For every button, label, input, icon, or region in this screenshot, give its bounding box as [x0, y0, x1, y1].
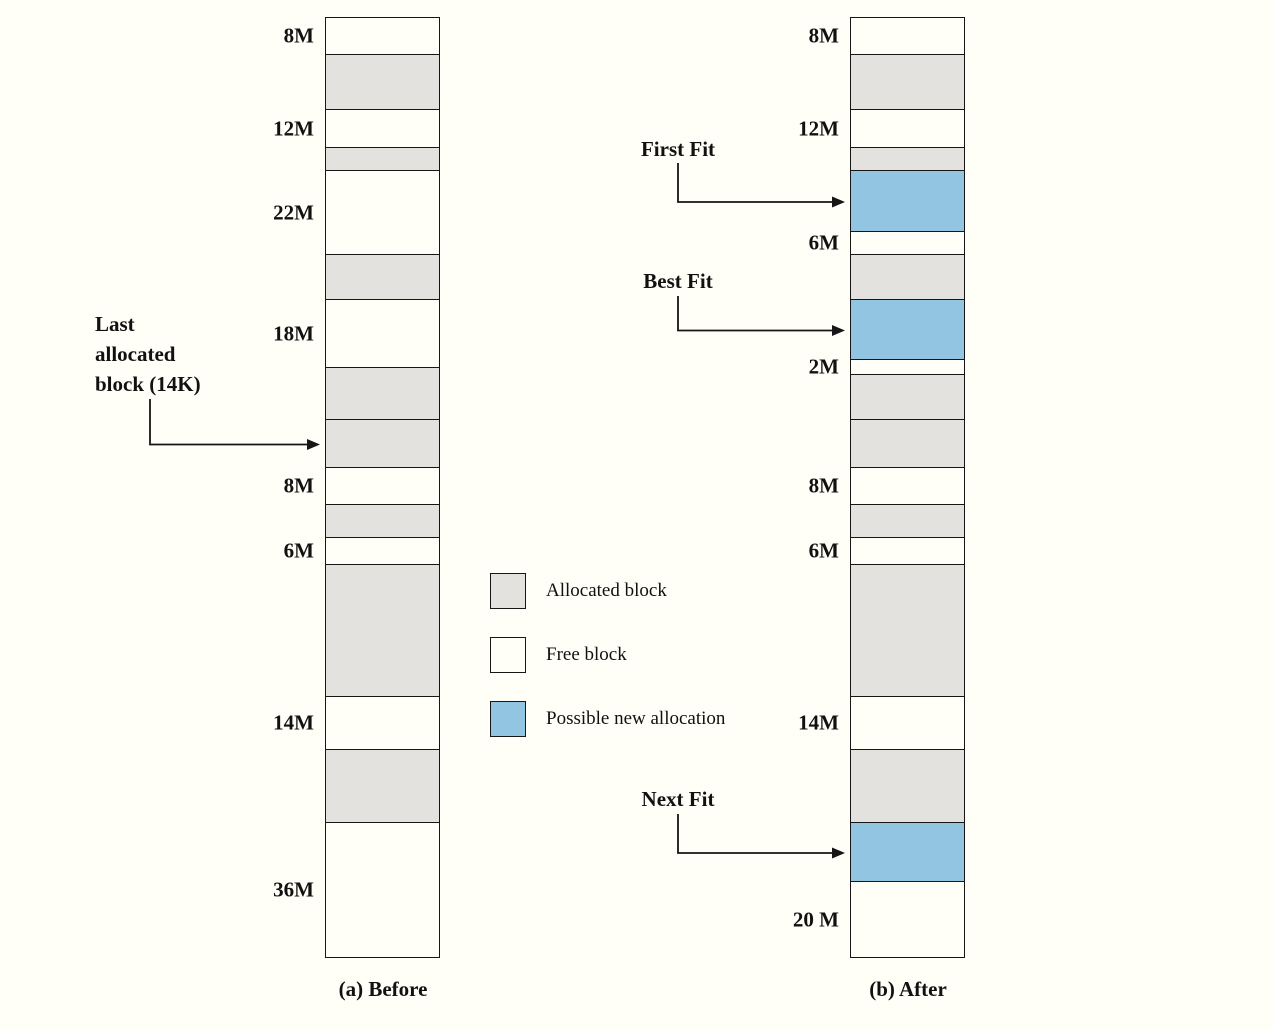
before-memory-block-allocated	[326, 565, 439, 697]
first-fit-label: First Fit	[640, 137, 716, 161]
after-memory-block-allocated	[851, 505, 964, 538]
after-memory-block-free: 2M	[809, 355, 964, 379]
block-size-label: 18M	[273, 321, 314, 345]
before-memory-block-free: 8M	[284, 468, 439, 505]
after-memory-block-allocated	[851, 55, 964, 110]
block-size-label: 8M	[283, 23, 314, 48]
legend-swatch-free	[490, 637, 526, 673]
after-memory-block-allocated	[851, 255, 964, 300]
arrowhead-last-allocated	[307, 439, 320, 450]
legend-item-allocated: Allocated block	[490, 573, 725, 609]
last-allocated-block-label: Last allocated block (14K)	[95, 312, 201, 396]
arrow-next-fit	[677, 814, 833, 854]
block-size-label: 14M	[798, 710, 839, 735]
after-memory-block-free: 20 M	[793, 882, 964, 957]
legend: Allocated block Free block Possible new al…	[490, 573, 725, 765]
after-memory-block-new_allocation	[851, 171, 964, 232]
after-memory-block-allocated	[851, 420, 964, 468]
legend-item-free: Free block	[490, 637, 725, 673]
block-size-label: 8M	[808, 23, 839, 48]
before-memory-block-free: 14M	[273, 697, 439, 750]
before-memory-block-allocated	[326, 148, 439, 171]
after-memory-block-allocated	[851, 375, 964, 420]
arrowhead-next-fit	[832, 847, 845, 859]
block-size-label: 22M	[273, 200, 314, 224]
block-size-label: 8M	[283, 473, 314, 498]
arrow-last-allocated	[149, 399, 308, 446]
block-size-label: 36M	[273, 877, 314, 902]
before-memory-block-free: 18M	[273, 300, 439, 368]
legend-label: Possible new allocation	[546, 708, 726, 729]
block-size-label: 8M	[808, 473, 839, 498]
before-memory-block-allocated	[326, 505, 439, 538]
after-memory-block-allocated	[851, 750, 964, 823]
block-size-label: 6M	[283, 538, 314, 563]
column-after: 8M 12M 6M 2M 8M 6M 14M 20 M	[793, 17, 965, 958]
legend-label: Free block	[546, 644, 627, 665]
before-memory-block-free: 22M	[273, 171, 439, 255]
before-memory-block-allocated	[326, 55, 439, 110]
column-before: 8M 12M 22M 18M 8M 6M 14M 36M	[273, 17, 440, 958]
after-memory-block-allocated	[851, 148, 964, 171]
caption-before: (a) Before	[338, 977, 428, 1001]
after-memory-block-allocated	[851, 565, 964, 697]
after-memory-block-free: 8M	[809, 18, 964, 55]
before-memory-block-free: 8M	[284, 18, 439, 55]
caption-after: (b) After	[869, 977, 947, 1001]
after-memory-block-free: 14M	[798, 697, 964, 750]
before-memory-block-free: 36M	[273, 823, 439, 957]
arrow-best-fit	[677, 296, 833, 332]
next-fit-label: Next Fit	[641, 787, 715, 811]
arrowhead-first-fit	[832, 196, 845, 208]
after-memory-block-free: 8M	[809, 468, 964, 505]
block-size-label: 20 M	[792, 907, 839, 931]
before-memory-block-allocated	[326, 420, 439, 468]
after-memory-block-free: 6M	[809, 231, 964, 255]
legend-label: Allocated block	[546, 580, 667, 601]
after-memory-block-new_allocation	[851, 823, 964, 882]
arrow-first-fit	[677, 163, 833, 203]
after-memory-block-free: 12M	[798, 110, 964, 148]
legend-swatch-allocated	[490, 573, 526, 609]
before-memory-block-allocated	[326, 368, 439, 420]
arrowhead-best-fit	[832, 325, 845, 336]
before-memory-block-allocated	[326, 750, 439, 823]
block-size-label: 6M	[808, 230, 839, 255]
block-size-label: 12M	[798, 116, 839, 140]
block-size-label: 2M	[808, 354, 839, 379]
before-memory-block-allocated	[326, 255, 439, 300]
before-memory-block-free: 12M	[273, 110, 439, 148]
block-size-label: 14M	[273, 710, 314, 735]
before-memory-block-free: 6M	[284, 538, 439, 565]
best-fit-label: Best Fit	[643, 269, 713, 293]
legend-item-new_allocation: Possible new allocation	[490, 701, 725, 737]
after-memory-block-new_allocation	[851, 300, 964, 360]
legend-swatch-new_allocation	[490, 701, 526, 737]
block-size-label: 12M	[273, 116, 314, 140]
block-size-label: 6M	[808, 538, 839, 563]
after-memory-block-free: 6M	[809, 538, 964, 565]
